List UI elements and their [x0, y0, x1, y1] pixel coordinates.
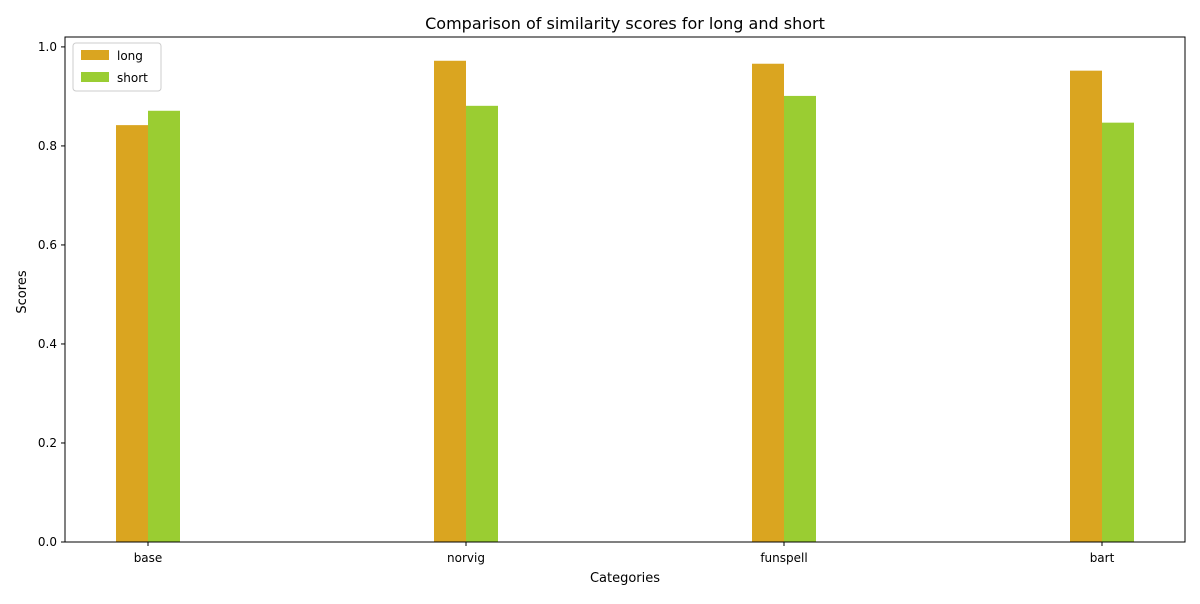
legend: long short	[72, 42, 162, 92]
axes-group: base norvig funspell bart 0.0 0.2 0.4 0.6 0.8 1.0	[38, 36, 1186, 565]
chart-title: Comparison of similarity scores for long…	[425, 14, 825, 33]
bar-long-funspell	[752, 63, 784, 543]
y-tick-label-0.6: 0.6	[38, 238, 57, 252]
bar-short-base	[148, 110, 180, 543]
bars-group	[116, 60, 1134, 543]
legend-label-long: long	[117, 49, 143, 63]
x-tick-label-funspell: funspell	[760, 551, 807, 565]
y-tick-label-1.0: 1.0	[38, 40, 57, 54]
bar-long-norvig	[434, 60, 466, 542]
legend-swatch-short	[81, 72, 109, 82]
x-tick-label-base: base	[134, 551, 163, 565]
bar-short-bart	[1102, 122, 1134, 542]
bar-long-bart	[1070, 70, 1102, 543]
bar-long-base	[116, 125, 148, 543]
legend-label-short: short	[117, 71, 148, 85]
y-tick-label-0.0: 0.0	[38, 535, 57, 549]
y-tick-label-0.2: 0.2	[38, 436, 57, 450]
y-tick-label-0.4: 0.4	[38, 337, 57, 351]
y-tick-label-0.8: 0.8	[38, 139, 57, 153]
bar-short-funspell	[784, 95, 816, 543]
legend-swatch-long	[81, 50, 109, 60]
x-axis-label: Categories	[590, 571, 660, 586]
x-tick-label-norvig: norvig	[447, 551, 485, 565]
y-axis-label: Scores	[15, 270, 30, 313]
bar-short-norvig	[466, 105, 498, 542]
x-tick-label-bart: bart	[1090, 551, 1115, 565]
plot-frame	[64, 36, 1186, 543]
